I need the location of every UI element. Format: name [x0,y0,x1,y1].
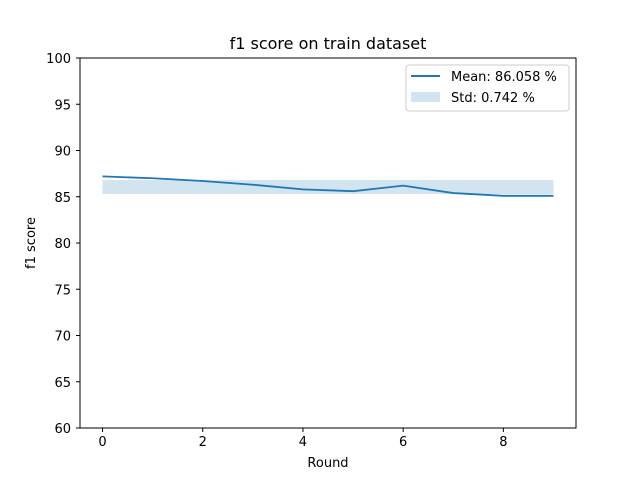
legend-std-label: Std: 0.742 % [451,91,535,106]
std-band [102,180,554,194]
x-tick-label-0: 0 [98,435,106,450]
y-axis-ticks: 60 65 70 75 80 85 90 95 100 [46,52,80,437]
legend: Mean: 86.058 % Std: 0.742 % [405,64,570,112]
y-tick-label-100: 100 [46,52,71,67]
y-tick-label-65: 65 [54,376,71,391]
mean-line-layer [102,175,554,197]
x-tick-label-4: 4 [299,435,307,450]
plot-frame [79,57,577,429]
x-tick-label-2: 2 [199,435,207,450]
legend-std-swatch [411,92,440,102]
x-tick-label-8: 8 [499,435,507,450]
y-tick-label-95: 95 [54,98,71,113]
legend-box [405,64,570,112]
y-tick-label-75: 75 [54,283,71,298]
y-tick-label-70: 70 [54,330,71,345]
chart-title: f1 score on train dataset [230,34,427,53]
legend-mean-label: Mean: 86.058 % [451,70,557,85]
mean-series-line [102,175,554,197]
x-axis-ticks: 0 2 4 6 8 [98,428,507,450]
y-tick-label-90: 90 [54,145,71,160]
std-band-layer [102,180,554,194]
y-tick-label-85: 85 [54,191,71,206]
y-axis-label: f1 score [24,217,39,269]
y-tick-label-60: 60 [54,422,71,437]
x-tick-label-6: 6 [399,435,407,450]
x-axis-label: Round [307,456,348,471]
y-tick-label-80: 80 [54,237,71,252]
